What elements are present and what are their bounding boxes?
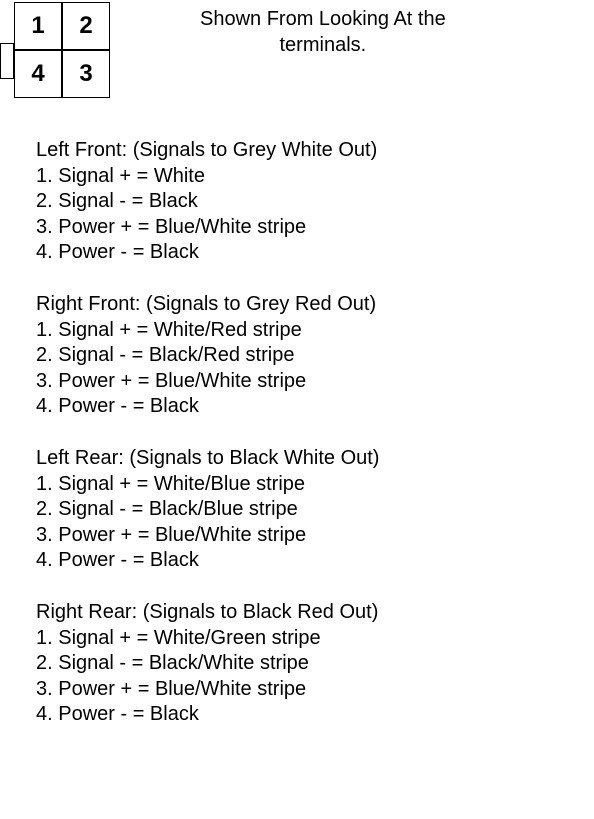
section-left-front: Left Front: (Signals to Grey White Out) … [36, 138, 594, 266]
section-title: Right Rear: (Signals to Black Red Out) [36, 600, 594, 626]
pin-line: 3. Power + = Blue/White stripe [36, 215, 594, 241]
pin-line: 4. Power - = Black [36, 240, 594, 266]
section-right-front: Right Front: (Signals to Grey Red Out) 1… [36, 292, 594, 420]
diagram-caption: Shown From Looking At the terminals. [200, 6, 446, 58]
caption-line-1: Shown From Looking At the [200, 8, 446, 30]
connector-cell-3: 3 [62, 50, 110, 98]
connector-cell-4: 4 [14, 50, 62, 98]
pin-line: 4. Power - = Black [36, 702, 594, 728]
header-row: 1 2 4 3 Shown From Looking At the termin… [0, 0, 594, 98]
pin-line: 2. Signal - = Black/Blue stripe [36, 497, 594, 523]
caption-line-2: terminals. [280, 34, 367, 56]
pin-line: 2. Signal - = Black [36, 189, 594, 215]
pin-line: 4. Power - = Black [36, 394, 594, 420]
section-right-rear: Right Rear: (Signals to Black Red Out) 1… [36, 600, 594, 728]
connector-diagram: 1 2 4 3 [0, 2, 110, 98]
pin-line: 1. Signal + = White/Green stripe [36, 626, 594, 652]
section-title: Left Front: (Signals to Grey White Out) [36, 138, 594, 164]
pin-line: 3. Power + = Blue/White stripe [36, 523, 594, 549]
section-title: Left Rear: (Signals to Black White Out) [36, 446, 594, 472]
pin-line: 1. Signal + = White [36, 164, 594, 190]
pin-line: 2. Signal - = Black/White stripe [36, 651, 594, 677]
pin-line: 1. Signal + = White/Red stripe [36, 318, 594, 344]
section-left-rear: Left Rear: (Signals to Black White Out) … [36, 446, 594, 574]
pin-line: 3. Power + = Blue/White stripe [36, 369, 594, 395]
connector-cell-2: 2 [62, 2, 110, 50]
pin-line: 4. Power - = Black [36, 548, 594, 574]
connector-tab [0, 43, 14, 79]
pin-line: 3. Power + = Blue/White stripe [36, 677, 594, 703]
wiring-content: Left Front: (Signals to Grey White Out) … [36, 138, 594, 728]
connector-grid: 1 2 4 3 [14, 2, 110, 98]
section-title: Right Front: (Signals to Grey Red Out) [36, 292, 594, 318]
connector-cell-1: 1 [14, 2, 62, 50]
pin-line: 1. Signal + = White/Blue stripe [36, 472, 594, 498]
pin-line: 2. Signal - = Black/Red stripe [36, 343, 594, 369]
